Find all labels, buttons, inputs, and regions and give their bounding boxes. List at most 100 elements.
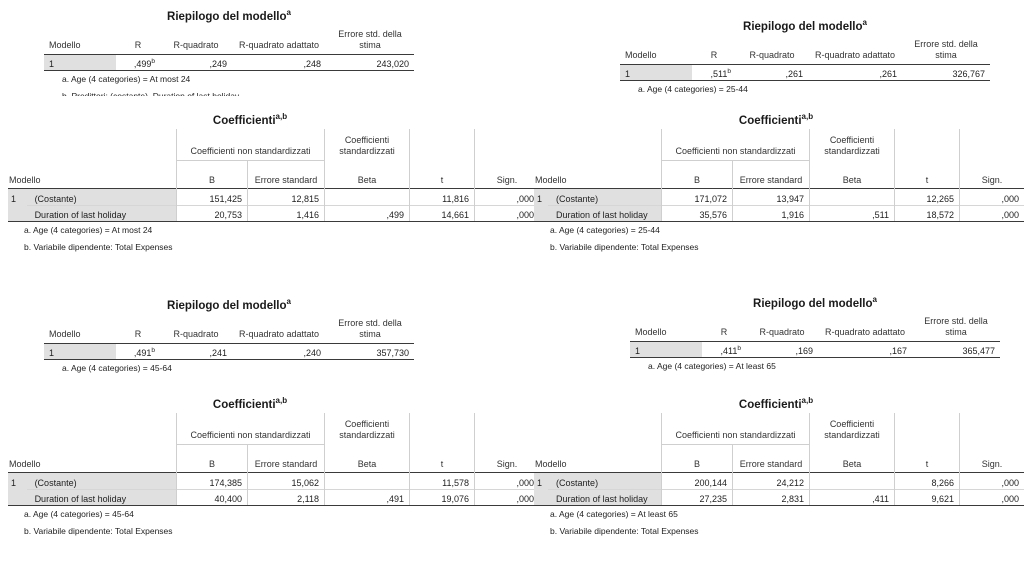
coefficients-footnote: a. Age (4 categories) = 25-44 [550, 225, 660, 236]
r-quadrato-value: ,261 [736, 63, 808, 81]
coef-t: 9,621 [894, 488, 960, 507]
coef-beta: ,411 [809, 488, 895, 507]
coef-std-error: 24,212 [732, 472, 810, 490]
header-r: R [710, 49, 718, 60]
coefficients-title-text: Coefficienti [212, 398, 276, 411]
header-modello: Modello [49, 39, 81, 50]
row-model-number: 1 [534, 188, 549, 206]
coefficients-block: Coefficientia,b Coefficienti non standard… [534, 396, 1024, 540]
coefficients-title-text: Coefficienti [212, 114, 276, 127]
header-modello: Modello [9, 175, 41, 186]
r-value-cell: ,511b [692, 63, 736, 81]
group-nonstandardized: Coefficienti non standardizzati [176, 128, 325, 161]
coef-t: 18,572 [894, 204, 960, 223]
coefficients-title-text: Coefficienti [738, 398, 802, 411]
coefficients-data-row: Duration of last holiday 27,235 2,831,411 9… [534, 488, 1024, 507]
group-spacer [534, 129, 662, 161]
group-spacer-sig [474, 128, 539, 161]
r-value: ,411 [720, 345, 738, 356]
errore-std-value: 365,477 [912, 340, 1000, 358]
r-footnote-mark: b [151, 346, 155, 354]
model-summary-title-footnote-mark: a [286, 297, 291, 306]
coefficients-footnote: b. Variabile dipendente: Total Expenses [24, 526, 173, 537]
coef-t: 19,076 [409, 488, 475, 507]
coef-b: 40,400 [176, 488, 248, 507]
header-r-quadrato-adattato: R-quadrato adattato [824, 326, 906, 337]
header-modello: Modello [625, 49, 657, 60]
header-b: B [661, 160, 733, 189]
coef-t: 11,578 [409, 472, 475, 490]
group-spacer [8, 129, 177, 161]
header-beta: Beta [324, 444, 410, 473]
coef-sig: ,000 [474, 188, 539, 206]
coef-std-error: 2,831 [732, 488, 810, 507]
model-summary-table: Modello R R-quadrato R-quadrato adattato Err… [630, 314, 1000, 358]
r-quadrato-adattato-value: ,248 [232, 53, 326, 71]
coef-beta [324, 188, 410, 206]
r-quadrato-adattato-value: ,261 [808, 63, 902, 81]
coefficients-table: Coefficienti non standardizzati Coefficie… [8, 412, 539, 507]
coef-t: 12,265 [894, 188, 960, 206]
group-spacer-sig [474, 412, 539, 445]
coefficients-data-row: 1 (Costante) 200,144 24,212 8,266,000 [534, 472, 1024, 490]
coef-beta: ,499 [324, 204, 410, 223]
model-summary-header-row: Modello R R-quadrato R-quadrato adattato Err… [44, 316, 414, 344]
coef-std-error: 15,062 [247, 472, 325, 490]
row-model-number [534, 205, 549, 223]
header-r-quadrato-adattato: R-quadrato adattato [238, 39, 320, 50]
model-summary-title-text: Riepilogo del modello [743, 20, 863, 33]
header-modello: Modello [535, 175, 567, 186]
model-number: 1 [44, 342, 116, 360]
coefficients-title-footnote-mark: a,b [275, 112, 288, 121]
coefficients-footnote: a. Age (4 categories) = At most 24 [24, 225, 153, 236]
row-model-number [8, 205, 27, 223]
group-standardized: Coefficienti standardizzati [324, 412, 410, 445]
coef-std-error: 12,815 [247, 188, 325, 206]
coefficients-footnote: b. Variabile dipendente: Total Expenses [550, 242, 699, 253]
header-t: t [894, 160, 960, 189]
group-spacer-t [894, 412, 960, 445]
header-t: t [409, 444, 475, 473]
row-predictor-label: (Costante) [26, 188, 177, 206]
coef-t: 14,661 [409, 204, 475, 223]
row-predictor-label: Duration of last holiday [26, 488, 177, 507]
r-quadrato-value: ,241 [160, 342, 232, 360]
coefficients-data-row: Duration of last holiday 35,576 1,916,511 1… [534, 204, 1024, 223]
model-summary-title: Riepilogo del modelloa [620, 18, 990, 33]
coef-sig: ,000 [959, 472, 1024, 490]
coefficients-data-row: 1 (Costante) 151,425 12,815 11,816,000 [8, 188, 539, 206]
model-summary-footnote: b. Predittori: (costante), Duration of l… [62, 90, 240, 96]
model-summary-title-text: Riepilogo del modello [167, 299, 287, 312]
coefficients-footnotes: a. Age (4 categories) = At most 24 b. Var… [8, 222, 539, 256]
header-modello: Modello [49, 328, 81, 339]
model-summary-table: Modello R R-quadrato R-quadrato adattato Err… [44, 27, 414, 71]
coefficients-footnote: a. Age (4 categories) = 45-64 [24, 509, 134, 520]
coefficients-footnote: b. Variabile dipendente: Total Expenses [550, 526, 699, 537]
coefficients-title: Coefficientia,b [8, 112, 492, 127]
row-model-number: 1 [8, 472, 27, 490]
model-summary-header-row: Modello R R-quadrato R-quadrato adattato Err… [620, 37, 990, 65]
coef-beta [324, 472, 410, 490]
coefficients-group-header-row: Coefficienti non standardizzati Coefficie… [8, 128, 539, 161]
model-summary-data-row: 1,491b ,241,240 357,730 [44, 342, 414, 360]
header-r-quadrato: R-quadrato [173, 328, 219, 339]
model-summary-data-row: 1,511b ,261,261 326,767 [620, 63, 990, 81]
coef-sig: ,000 [959, 188, 1024, 206]
group-spacer-t [409, 412, 475, 445]
row-predictor-label: (Costante) [548, 472, 662, 490]
r-quadrato-adattato-value: ,167 [818, 340, 912, 358]
coef-b: 174,385 [176, 472, 248, 490]
header-r: R [134, 39, 142, 50]
model-summary-title-footnote-mark: a [872, 295, 877, 304]
coefficients-data-row: Duration of last holiday 40,400 2,118,491 1… [8, 488, 539, 507]
coefficients-footnotes: a. Age (4 categories) = At least 65 b. Va… [534, 506, 1024, 540]
header-r-quadrato-adattato: R-quadrato adattato [238, 328, 320, 339]
r-value: ,491 [133, 347, 152, 358]
coef-std-error: 2,118 [247, 488, 325, 507]
r-value-cell: ,499b [116, 53, 160, 71]
model-summary-title-footnote-mark: a [286, 8, 291, 17]
model-summary-title-footnote-mark: a [862, 18, 867, 27]
group-nonstandardized: Coefficienti non standardizzati [661, 412, 810, 445]
r-value: ,499 [133, 58, 152, 69]
coef-beta [809, 188, 895, 206]
